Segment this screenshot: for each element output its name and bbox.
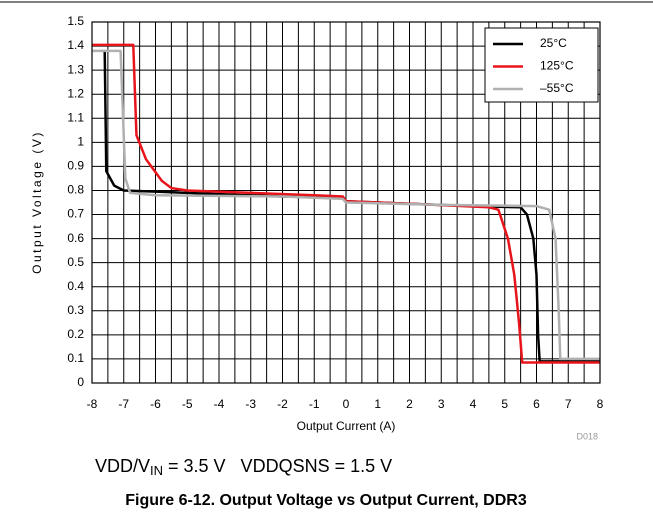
x-axis-label: Output Current (A) [297,419,396,433]
subtitle-part: VDD/V [95,456,150,476]
tick-labels: 0 0.1 0.2 0.3 0.4 0.5 0.6 0.7 0.8 0.9 1 1.1 1.2 1.3 1.… [67,14,603,411]
x-tick-label: 4 [470,397,477,411]
x-tick-label: -5 [182,397,193,411]
y-tick-label: 0.3 [67,303,84,317]
x-tick-label: -7 [118,397,129,411]
y-tick-label: 0.2 [67,327,84,341]
y-tick-label: 1.3 [67,62,84,76]
x-tick-label: 8 [597,397,604,411]
subtitle-part: = 3.5 V VDDQSNS = 1.5 V [163,456,392,476]
legend: 25°C 125°C –55°C [493,36,574,95]
x-tick-label: -8 [87,397,98,411]
x-tick-label: 6 [533,397,540,411]
x-tick-label: 5 [501,397,508,411]
y-tick-label: 1.5 [67,14,84,28]
y-tick-label: 0.8 [67,183,84,197]
x-tick-label: -3 [245,397,256,411]
x-tick-label: -6 [150,397,161,411]
subtitle-subscript: IN [150,463,163,478]
y-tick-label: 0.1 [67,351,84,365]
y-tick-label: 0 [77,375,84,389]
lines [92,43,600,364]
y-tick-label: 0.9 [67,159,84,173]
series-line [92,49,600,361]
x-tick-label: 0 [343,397,350,411]
figure-code: D018 [576,431,598,441]
legend-label: –55°C [540,81,574,95]
series-line [92,43,600,364]
subtitle: VDD/VIN = 3.5 V VDDQSNS = 1.5 V [95,456,392,479]
x-tick-label: -1 [309,397,320,411]
x-tick-label: 3 [438,397,445,411]
x-tick-label: -2 [277,397,288,411]
x-tick-label: 7 [565,397,572,411]
y-tick-label: 1 [77,135,84,149]
y-axis-label: Output Voltage (V) [30,130,44,274]
plot-frame [91,21,601,384]
legend-label: 125°C [540,59,574,73]
caption: Figure 6-12. Output Voltage vs Output Cu… [125,492,527,509]
y-tick-label: 1.4 [67,38,84,52]
y-tick-label: 1.2 [67,86,84,100]
x-tick-label: 2 [406,397,413,411]
x-tick-label: -4 [214,397,225,411]
y-tick-label: 0.7 [67,207,84,221]
y-tick-label: 1.1 [67,110,84,124]
legend-label: 25°C [540,36,567,50]
y-tick-label: 0.6 [67,231,84,245]
x-tick-label: 1 [374,397,381,411]
y-tick-label: 0.5 [67,255,84,269]
y-tick-label: 0.4 [67,279,84,293]
